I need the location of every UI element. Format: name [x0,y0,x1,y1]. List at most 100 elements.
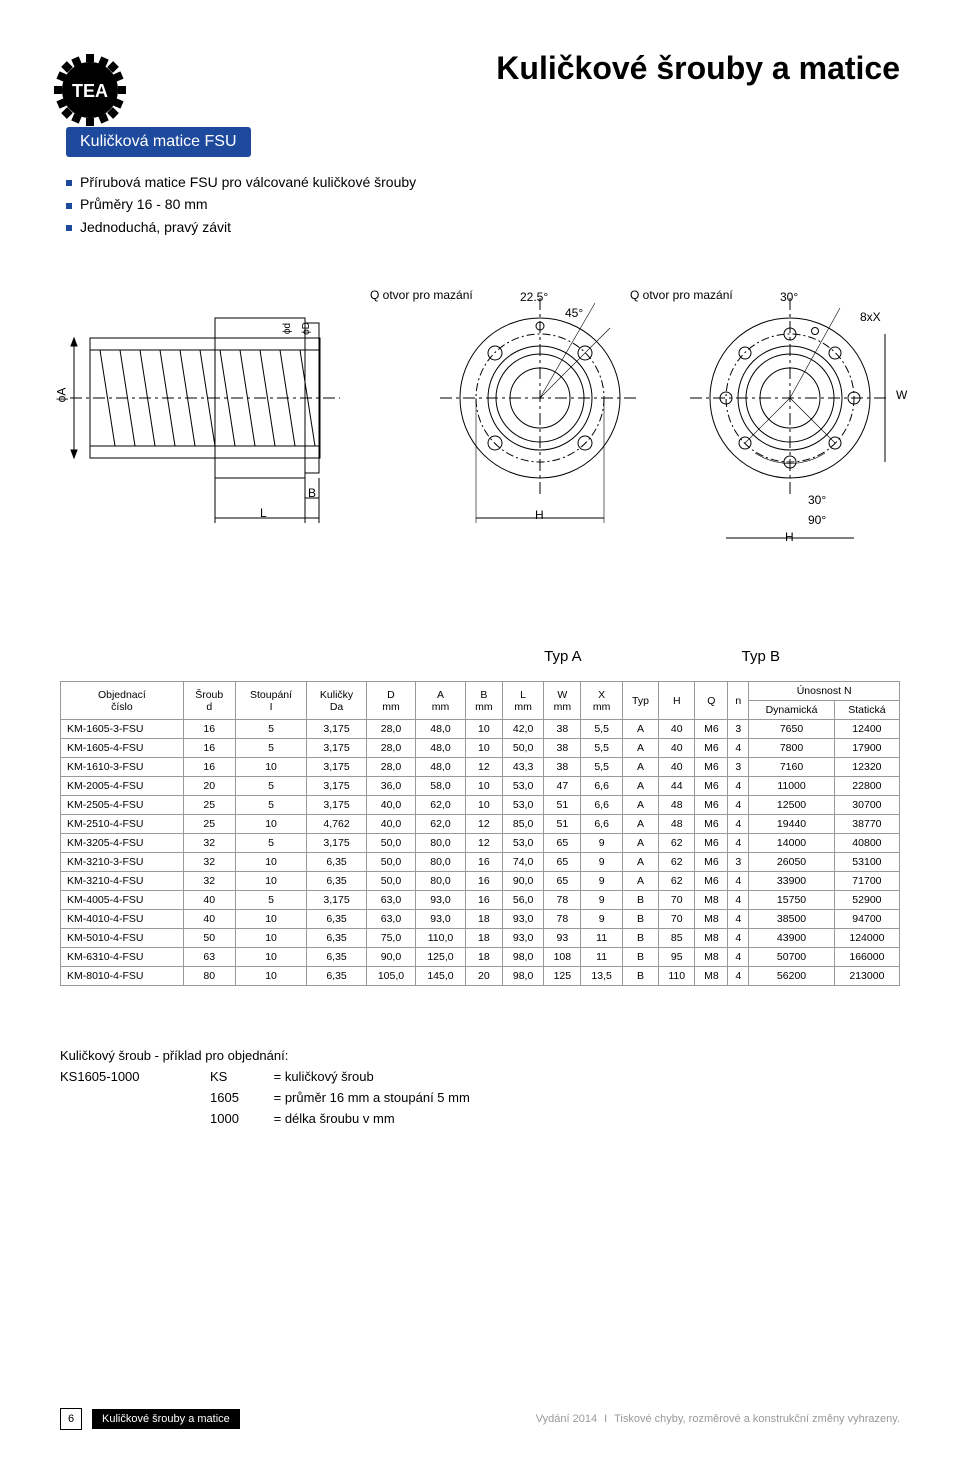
th-B: Bmm [465,682,502,720]
table-cell: 56,0 [502,891,543,910]
table-cell: 90,0 [366,948,416,967]
th-H: H [659,682,695,720]
table-cell: 3,175 [307,720,366,739]
table-cell: 7650 [749,720,835,739]
table-cell: 48,0 [416,758,466,777]
table-cell: 9 [581,834,622,853]
table-cell: 12 [465,815,502,834]
table-cell: 65 [544,853,581,872]
angle-22-5: 22.5° [520,290,548,304]
type-labels-row: Typ A Typ B [60,648,900,665]
table-cell: M6 [695,853,728,872]
phi-D-label: ϕD [301,322,312,335]
table-cell: 48 [659,815,695,834]
table-cell: 18 [465,929,502,948]
table-cell: 6,6 [581,777,622,796]
table-cell: M6 [695,720,728,739]
page-footer: 6 Kuličkové šrouby a matice Vydání 2014 … [60,1408,900,1430]
table-cell: 58,0 [416,777,466,796]
table-cell: M6 [695,796,728,815]
table-cell: 12320 [834,758,899,777]
table-cell: 10 [235,815,307,834]
example-key: KS1605-1000 [60,1067,210,1088]
table-cell: 16 [465,853,502,872]
table-cell: 6,35 [307,948,366,967]
table-cell: 63,0 [366,910,416,929]
table-cell: 22800 [834,777,899,796]
table-cell: 3,175 [307,834,366,853]
footer-tab: Kuličkové šrouby a matice [92,1409,240,1429]
table-cell: 5 [235,739,307,758]
table-cell: 50 [183,929,235,948]
table-cell: 38 [544,758,581,777]
table-cell: 9 [581,910,622,929]
table-row: KM-3210-4-FSU32106,3550,080,01690,0659A6… [61,872,900,891]
table-cell: 4 [728,967,749,986]
table-cell: 9 [581,853,622,872]
table-cell: KM-4005-4-FSU [61,891,184,910]
table-cell: 95 [659,948,695,967]
table-cell: 10 [465,796,502,815]
table-cell: KM-1605-4-FSU [61,739,184,758]
table-cell: B [622,967,658,986]
th-stat: Statická [834,701,899,720]
example-desc-0: = kuličkový šroub [274,1069,374,1084]
table-cell: 108 [544,948,581,967]
table-cell: 28,0 [366,758,416,777]
table-cell: 47 [544,777,581,796]
table-cell: 13,5 [581,967,622,986]
table-cell: 51 [544,796,581,815]
typ-b-label: Typ B [742,648,780,665]
table-cell: 53100 [834,853,899,872]
table-cell: M6 [695,872,728,891]
table-cell: KM-2505-4-FSU [61,796,184,815]
th-L: Lmm [502,682,543,720]
table-cell: 62 [659,853,695,872]
table-cell: 20 [183,777,235,796]
table-cell: 70 [659,891,695,910]
table-cell: 4 [728,872,749,891]
table-cell: 3 [728,758,749,777]
technical-diagram: Q otvor pro mazání 22.5° 45° Q otvor pro… [60,268,900,628]
angle-30-bottom: 30° [808,493,826,507]
table-cell: 43900 [749,929,835,948]
table-cell: 40 [183,910,235,929]
th-obj: Objednacíčíslo [61,682,184,720]
table-cell: 4 [728,891,749,910]
table-cell: 62,0 [416,815,466,834]
table-cell: 5,5 [581,739,622,758]
table-cell: 75,0 [366,929,416,948]
table-cell: M8 [695,948,728,967]
table-cell: 62 [659,834,695,853]
table-cell: KM-8010-4-FSU [61,967,184,986]
table-cell: 6,35 [307,910,366,929]
table-row: KM-5010-4-FSU50106,3575,0110,01893,09311… [61,929,900,948]
table-cell: 43,3 [502,758,543,777]
table-cell: 53,0 [502,796,543,815]
table-cell: 28,0 [366,720,416,739]
table-row: KM-2005-4-FSU2053,17536,058,01053,0476,6… [61,777,900,796]
table-cell: 4 [728,777,749,796]
h-dim-label-b: H [785,530,794,544]
table-cell: 15750 [749,891,835,910]
table-cell: 94700 [834,910,899,929]
q-label-b: Q otvor pro mazání [630,288,733,302]
table-cell: 38770 [834,815,899,834]
table-cell: B [622,891,658,910]
angle-30-top: 30° [780,290,798,304]
table-cell: KM-1610-3-FSU [61,758,184,777]
table-cell: 85 [659,929,695,948]
table-cell: 9 [581,891,622,910]
example-desc-2: = délka šroubu v mm [274,1111,395,1126]
table-cell: KM-3210-3-FSU [61,853,184,872]
table-cell: 5,5 [581,758,622,777]
table-cell: 124000 [834,929,899,948]
bullet-item: Průměry 16 - 80 mm [66,193,900,215]
table-cell: 52900 [834,891,899,910]
phi-a-label: ϕA [54,388,68,403]
th-typ: Typ [622,682,658,720]
table-cell: B [622,948,658,967]
b-dim-label: B [308,486,316,500]
table-cell: 4 [728,796,749,815]
table-cell: 20 [465,967,502,986]
